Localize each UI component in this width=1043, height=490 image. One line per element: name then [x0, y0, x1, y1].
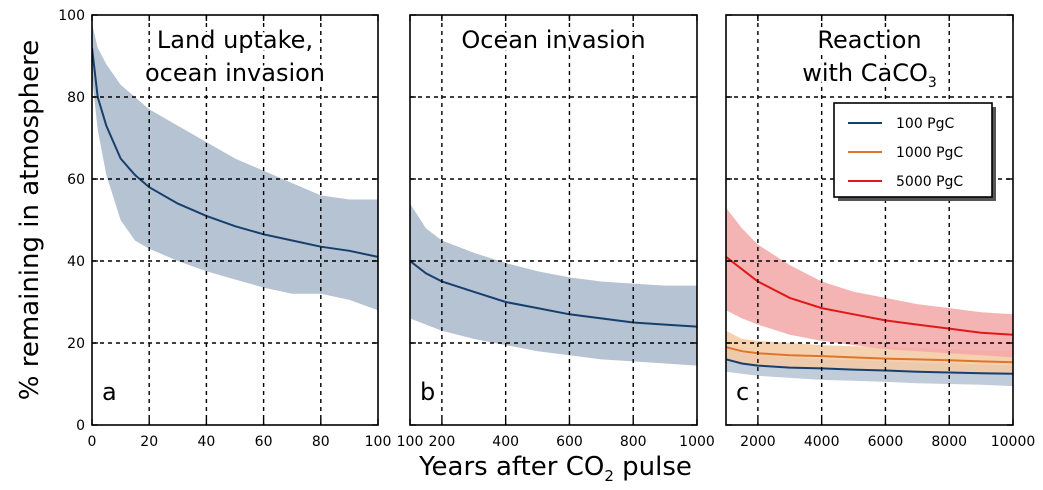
series-group: [410, 203, 697, 366]
band-1000-pgc: [726, 330, 1013, 374]
legend-label-1000-pgc: 1000 PgC: [896, 145, 963, 161]
panel-a: 0 20 40 60 80 100 0 20 40 60 80 100 Land uptake, ocea…: [58, 8, 391, 450]
y-tick-label: 80: [67, 90, 85, 106]
panel-title-line: with CaCO3: [802, 59, 937, 91]
x-tick-label: 0: [88, 434, 97, 450]
x-tick-label: 8000: [931, 434, 967, 450]
line-5000-pgc: [726, 256, 1013, 336]
x-tick-label: 2000: [740, 434, 776, 450]
panel-title-line: Ocean invasion: [461, 26, 645, 54]
grid-group: [410, 15, 697, 425]
band-series: [92, 23, 378, 311]
x-tick-label: 40: [197, 434, 215, 450]
band-series: [410, 203, 697, 366]
panel-title-line: Reaction: [817, 26, 921, 54]
panel-title-line: ocean invasion: [145, 59, 325, 87]
x-axis-label: Years after CO2 pulse: [0, 452, 1043, 485]
x-tick-label: 10000: [991, 434, 1036, 450]
y-tick-label: 20: [67, 336, 85, 352]
x-tick-label: 20: [140, 434, 158, 450]
x-tick-label: 80: [312, 434, 330, 450]
x-axis-label-subscript: 2: [604, 467, 614, 486]
line-series: [92, 47, 378, 258]
plot-frame: [91, 14, 379, 426]
x-tick-label: 1000: [679, 434, 715, 450]
x-tick-label: 600: [556, 434, 583, 450]
legend-label-5000-pgc: 5000 PgC: [896, 174, 963, 190]
x-tick-label: 100: [397, 434, 424, 450]
x-tick-label: 60: [255, 434, 273, 450]
panel-b: 100 200 400 600 800 1000 Ocean invasion b: [397, 14, 715, 450]
x-tick-label: 4000: [804, 434, 840, 450]
panel-letter: b: [420, 378, 435, 406]
series-group: [92, 23, 378, 311]
x-axis-label-suffix: pulse: [613, 452, 692, 482]
y-tick-label: 0: [76, 418, 85, 434]
panel-title-line: Land uptake,: [157, 26, 313, 54]
panel-letter: a: [102, 378, 117, 406]
panel-title-subscript: 3: [928, 75, 937, 91]
line-series: [410, 260, 697, 328]
x-tick-label: 800: [620, 434, 647, 450]
panel-c: 2000 4000 6000 8000 10000 Reaction with CaCO3 c…: [725, 14, 1036, 450]
series-group: [726, 207, 1013, 387]
x-tick-label: 200: [429, 434, 456, 450]
ticks-group: 0 20 40 60 80 100 0 20 40 60 80 100: [58, 8, 391, 450]
y-tick-label: 100: [58, 8, 85, 24]
x-tick-label: 6000: [868, 434, 904, 450]
legend-box: [833, 102, 993, 198]
plot-frame: [725, 14, 1014, 426]
y-tick-label: 60: [67, 172, 85, 188]
plot-frame: [409, 14, 698, 426]
line-100-pgc: [726, 358, 1013, 375]
band-5000-pgc: [726, 207, 1013, 358]
panel-letter: c: [736, 378, 749, 406]
ticks-group: 100 200 400 600 800 1000: [397, 14, 715, 450]
y-axis-label-text: % remaining in atmosphere: [15, 39, 45, 401]
x-axis-label-prefix: Years after CO: [419, 452, 605, 482]
ticks-group: 2000 4000 6000 8000 10000: [726, 14, 1036, 450]
x-tick-label: 100: [365, 434, 392, 450]
x-tick-label: 400: [492, 434, 519, 450]
y-tick-label: 40: [67, 254, 85, 270]
line-1000-pgc: [726, 346, 1013, 364]
legend-label-100-pgc: 100 PgC: [896, 116, 955, 132]
